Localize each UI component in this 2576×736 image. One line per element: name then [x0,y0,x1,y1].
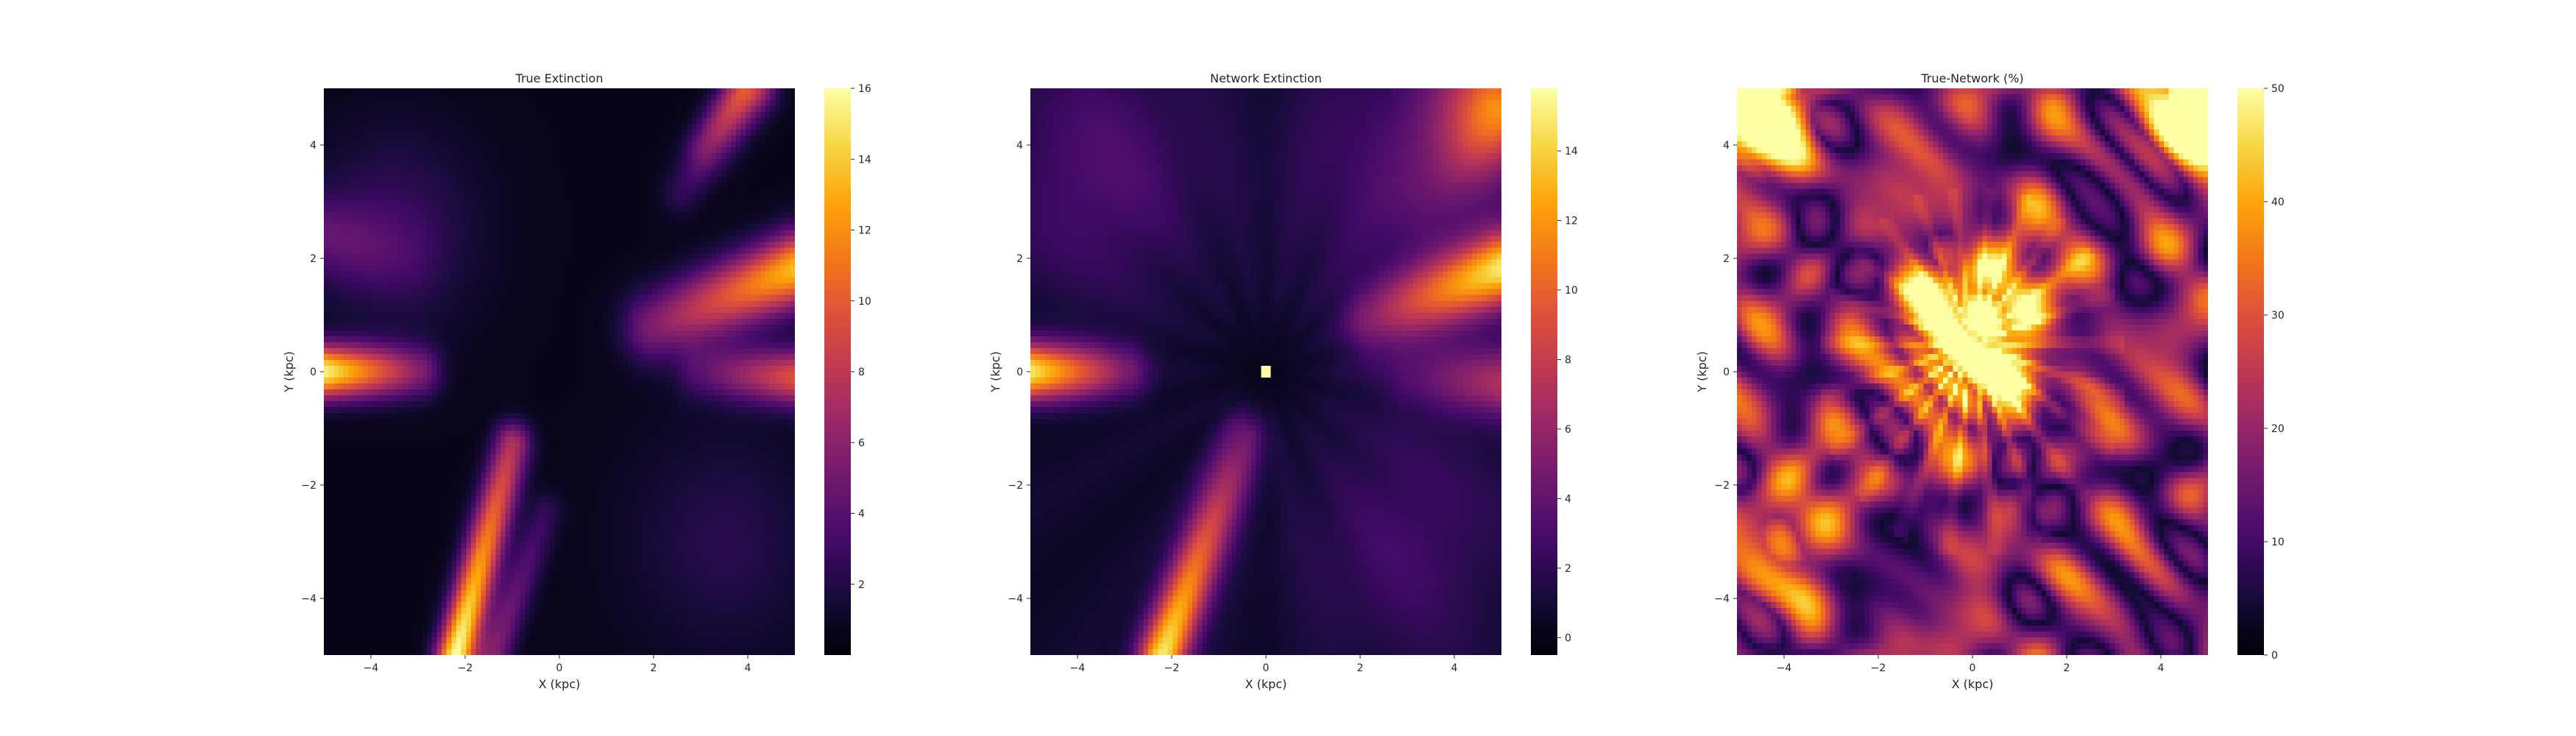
panel3-colorbar [2237,88,2264,655]
panel1-y-axis: −4 −2 0 2 4 [301,140,324,605]
colorbar-tick-label: 40 [2271,197,2285,208]
panel3-x-axis: −4 −2 0 2 4 [1777,655,2165,674]
panel3-ylabel: Y (kpc) [1695,351,1709,393]
panel3-colorbar-ticks: 0 10 20 30 40 50 [2264,83,2285,662]
x-tick-label: 2 [2064,662,2070,674]
y-tick-label: 2 [310,253,316,265]
panel1-colorbar [824,88,851,655]
colorbar-tick-label: 2 [1565,563,1571,575]
x-tick-label: 4 [2158,662,2165,674]
panel2-ylabel: Y (kpc) [988,351,1002,393]
y-tick-label: 2 [1723,253,1730,265]
colorbar-tick-label: 12 [858,225,871,237]
panel1-title: True Extinction [515,71,604,85]
y-tick-label: 0 [1016,367,1023,378]
panel3-xlabel: X (kpc) [1952,677,1994,691]
x-tick-label: 4 [1451,662,1458,674]
x-tick-label: −4 [364,662,379,674]
panel2-heatmap [1030,88,1501,655]
x-tick-label: −2 [1871,662,1886,674]
y-tick-label: −4 [301,593,316,605]
colorbar-tick-label: 10 [1565,285,1578,297]
colorbar-tick-label: 8 [858,367,865,378]
panel3-y-axis: −4 −2 0 2 4 [1714,140,1737,605]
colorbar-tick-label: 14 [1565,146,1578,158]
colorbar-tick-label: 10 [2271,537,2285,548]
x-tick-label: 2 [1357,662,1364,674]
panel1-heatmap [324,88,795,655]
colorbar-tick-label: 4 [858,509,865,520]
colorbar-tick-label: 14 [858,154,871,166]
colorbar-tick-label: 10 [858,296,871,308]
panel1-x-axis: −4 −2 0 2 4 [364,655,751,674]
x-tick-label: 0 [1263,662,1270,674]
x-tick-label: 4 [745,662,751,674]
colorbar-tick-label: 4 [1565,493,1571,505]
panel2-title: Network Extinction [1210,71,1322,85]
y-tick-label: −2 [301,480,316,492]
panel2-xlabel: X (kpc) [1245,677,1287,691]
panel1-xlabel: X (kpc) [539,677,581,691]
panel2-colorbar-ticks: 0 2 4 6 8 10 12 14 [1557,146,1578,644]
panel-network-extinction: Network Extinction −4 −2 0 2 4 −4 −2 0 2 4 X (kp… [988,71,1578,691]
x-tick-label: −4 [1070,662,1086,674]
panel2-colorbar [1531,88,1557,655]
panel1-ylabel: Y (kpc) [282,351,296,393]
panel-true-minus-network: True-Network (%) −4 −2 0 2 4 −4 −2 0 2 4 X (kpc)… [1695,71,2285,691]
y-tick-label: −2 [1008,480,1023,492]
colorbar-tick-label: 50 [2271,83,2285,95]
x-tick-label: 0 [556,662,563,674]
colorbar-tick-label: 16 [858,83,871,95]
colorbar-tick-label: 0 [2271,650,2278,662]
colorbar-tick-label: 6 [1565,424,1571,436]
colorbar-tick-label: 6 [858,437,865,449]
panel1-colorbar-ticks: 2 4 6 8 10 12 14 16 [851,83,871,591]
x-tick-label: −2 [458,662,473,674]
y-tick-label: −4 [1714,593,1730,605]
y-tick-label: −2 [1714,480,1730,492]
y-tick-label: 0 [310,367,316,378]
y-tick-label: 4 [1723,140,1730,152]
x-tick-label: −4 [1777,662,1792,674]
panel3-heatmap [1737,88,2208,655]
y-tick-label: 4 [310,140,316,152]
panel2-x-axis: −4 −2 0 2 4 [1070,655,1458,674]
colorbar-tick-label: 12 [1565,216,1578,227]
x-tick-label: −2 [1164,662,1180,674]
colorbar-tick-label: 0 [1565,632,1571,644]
y-tick-label: 2 [1016,253,1023,265]
colorbar-tick-label: 20 [2271,423,2285,435]
colorbar-tick-label: 30 [2271,310,2285,322]
colorbar-tick-label: 2 [858,579,865,591]
panel2-y-axis: −4 −2 0 2 4 [1008,140,1030,605]
x-tick-label: 0 [1970,662,1976,674]
x-tick-label: 2 [651,662,657,674]
panel3-title: True-Network (%) [1920,71,2023,85]
colorbar-tick-label: 8 [1565,354,1571,366]
y-tick-label: −4 [1008,593,1023,605]
y-tick-label: 4 [1016,140,1023,152]
y-tick-label: 0 [1723,367,1730,378]
